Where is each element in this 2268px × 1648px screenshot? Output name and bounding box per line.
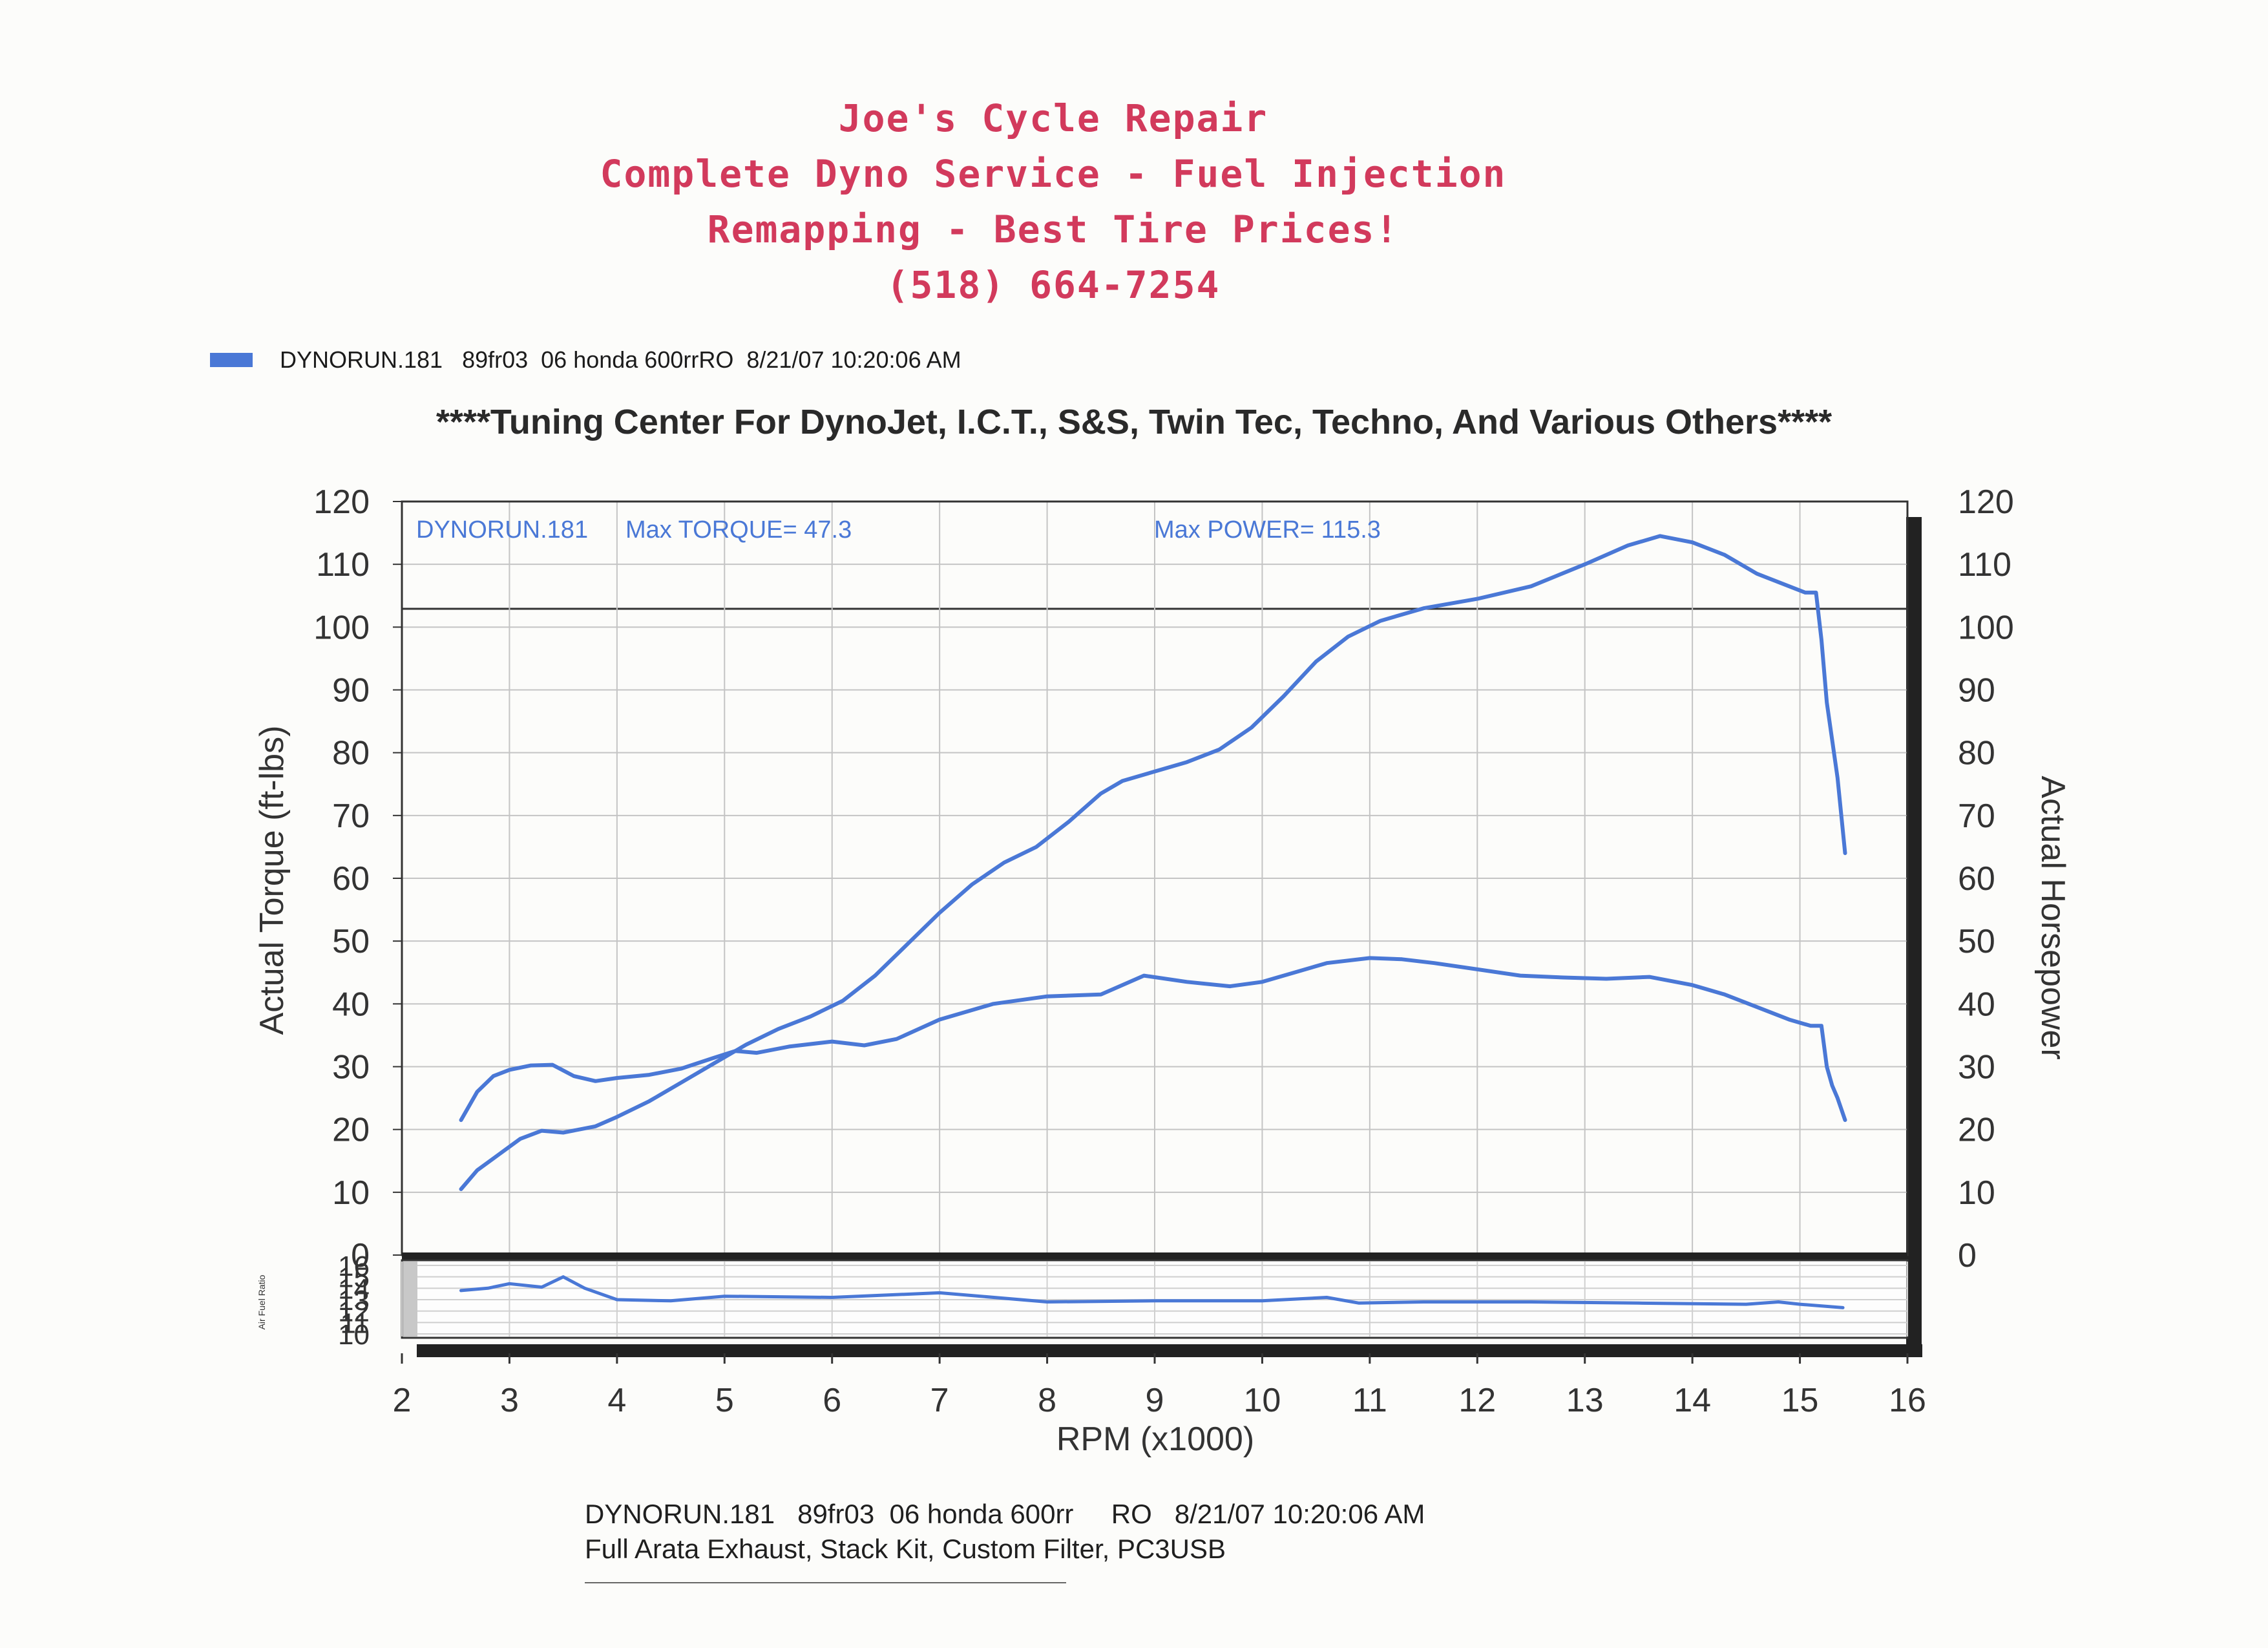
x-tick-label: 11: [1352, 1382, 1387, 1419]
y-axis-right-label: Actual Horsepower: [2034, 776, 2072, 1059]
right-axis-ticks: 0 10 20 30 40 50 60 70 80 90 100 110 120: [1958, 483, 2014, 1274]
tuning-banner: ****Tuning Center For DynoJet, I.C.T., S…: [436, 403, 1832, 441]
run-legend: DYNORUN.181 89fr03 06 honda 600rrRO 8/21…: [210, 346, 961, 374]
x-tick-label: 8: [1038, 1382, 1056, 1419]
right-tick-label: 80: [1958, 735, 1995, 772]
x-tick-label: 12: [1458, 1382, 1496, 1419]
shop-tagline-2: Remapping - Best Tire Prices!: [707, 207, 1400, 251]
max-torque-annotation: Max TORQUE= 47.3: [625, 516, 852, 544]
afr-tick-label: 10: [338, 1319, 370, 1351]
footer-mods: Full Arata Exhaust, Stack Kit, Custom Fi…: [585, 1534, 1226, 1564]
x-tick-label: 13: [1566, 1382, 1604, 1419]
afr-panel-left-strip: [403, 1262, 417, 1336]
afr-tick-label: 12: [338, 1296, 370, 1328]
left-tick-label: 10: [332, 1174, 370, 1212]
afr-tick-label: 14: [338, 1273, 370, 1305]
x-tick-label: 6: [823, 1382, 841, 1419]
legend-swatch: [210, 353, 253, 367]
afr-tick-label: 13: [338, 1285, 370, 1316]
right-tick-label: 90: [1958, 672, 1995, 710]
footer-run-info: DYNORUN.181 89fr03 06 honda 600rr RO 8/2…: [585, 1499, 1425, 1529]
shop-tagline-1: Complete Dyno Service - Fuel Injection: [600, 152, 1507, 196]
x-tick-label: 5: [715, 1382, 734, 1419]
horsepower-curve: [459, 534, 1847, 1191]
x-tick-label: 4: [607, 1382, 626, 1419]
right-tick-label: 70: [1958, 798, 1995, 835]
left-tick-label: 80: [332, 735, 370, 772]
shop-header: Joe's Cycle Repair Complete Dyno Service…: [0, 90, 2106, 313]
right-tick-label: 10: [1958, 1174, 1995, 1212]
shop-name: Joe's Cycle Repair: [838, 96, 1268, 140]
run-annotation: DYNORUN.181: [416, 516, 588, 544]
footer-rule: [585, 1582, 1066, 1583]
torque-curve: [459, 956, 1847, 1123]
plot-shadow-right: [1906, 517, 1922, 1357]
y-axis-left-label: Actual Torque (ft-lbs): [253, 726, 291, 1035]
left-tick-label: 0: [351, 1237, 370, 1274]
left-tick-label: 40: [332, 986, 370, 1023]
x-tick-label: 7: [930, 1382, 949, 1419]
left-tick-label: 20: [332, 1112, 370, 1149]
left-tick-label: 110: [316, 546, 370, 584]
right-tick-label: 30: [1958, 1049, 1995, 1086]
x-axis-label: RPM (x1000): [1056, 1421, 1254, 1458]
x-tick-label: 15: [1781, 1382, 1819, 1419]
left-tick-label: 120: [313, 483, 370, 521]
air-fuel-ratio-curve: [459, 1275, 1845, 1309]
afr-tick-label: 11: [340, 1307, 370, 1339]
series-layer: [459, 534, 1847, 1309]
plot-shadow-bottom: [417, 1344, 1922, 1357]
x-tick-label: 9: [1146, 1382, 1164, 1419]
afr-tick-label: 15: [338, 1262, 370, 1294]
right-tick-label: 50: [1958, 923, 1995, 960]
panel-separator: [402, 1252, 1907, 1260]
x-tick-label: 10: [1244, 1382, 1281, 1419]
x-tick-label: 16: [1889, 1382, 1926, 1419]
left-tick-label: 60: [332, 860, 370, 898]
legend-label: DYNORUN.181 89fr03 06 honda 600rrRO 8/21…: [280, 346, 961, 373]
run-footer: DYNORUN.181 89fr03 06 honda 600rr RO 8/2…: [585, 1497, 1425, 1567]
right-tick-label: 40: [1958, 986, 1995, 1023]
x-tick-label: 2: [393, 1382, 412, 1419]
left-axis-ticks: 0 10 20 30 40 50 60 70 80 90 100 110 120: [313, 483, 402, 1274]
left-tick-label: 90: [332, 672, 370, 710]
left-tick-label: 70: [332, 798, 370, 835]
right-tick-label: 110: [1958, 546, 2011, 584]
x-tick-label: 14: [1674, 1382, 1711, 1419]
right-tick-label: 60: [1958, 860, 1995, 898]
main-grid: [401, 501, 1908, 1256]
right-tick-label: 120: [1958, 483, 2014, 521]
left-tick-label: 50: [332, 923, 370, 960]
left-tick-label: 30: [332, 1049, 370, 1086]
x-tick-label: 3: [500, 1382, 519, 1419]
shop-phone: (518) 664-7254: [886, 263, 1221, 307]
max-power-annotation: Max POWER= 115.3: [1154, 516, 1381, 544]
right-tick-label: 0: [1958, 1237, 1977, 1274]
right-tick-label: 20: [1958, 1112, 1995, 1149]
afr-grid: [401, 1262, 1908, 1336]
right-tick-label: 100: [1958, 609, 2014, 646]
x-axis-ticks: 2 3 4 5 6 7 8 9 10 11 12 13 14 15 16: [393, 1353, 1926, 1419]
afr-axis-label: Air Fuel Ratio: [257, 1274, 267, 1329]
left-tick-label: 100: [313, 609, 370, 646]
afr-tick-label: 16: [338, 1251, 370, 1282]
